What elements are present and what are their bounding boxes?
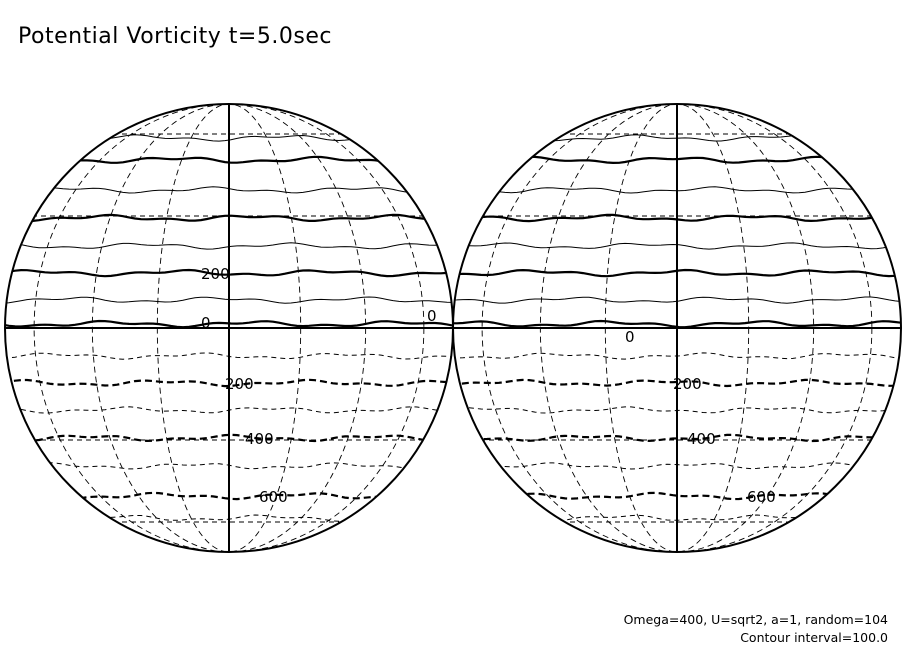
contour-label: 400 xyxy=(687,430,716,448)
globe-outline xyxy=(452,103,902,553)
contour-label: 200 xyxy=(201,265,230,283)
contour-label: 0 xyxy=(427,307,437,325)
contour-label: 600 xyxy=(259,488,288,506)
contour-label: 200 xyxy=(225,375,254,393)
contour-label: 200 xyxy=(673,375,702,393)
contour-label: 600 xyxy=(747,488,776,506)
contour-interval-text: Contour interval=100.0 xyxy=(740,630,888,645)
left-globe: 200 0 0 200 400 600 xyxy=(4,103,454,553)
contour-label: 400 xyxy=(245,430,274,448)
contour-label: 0 xyxy=(625,328,635,346)
right-globe: 0 200 400 600 xyxy=(452,103,902,553)
parameters-text: Omega=400, U=sqrt2, a=1, random=104 xyxy=(623,612,888,627)
contour-label: 0 xyxy=(201,314,211,332)
chart-title: Potential Vorticity t=5.0sec xyxy=(18,24,332,49)
